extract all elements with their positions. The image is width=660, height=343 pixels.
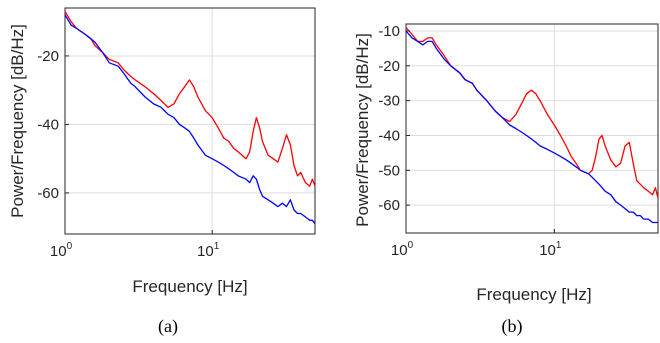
x-tick-exponent: 1 [214, 241, 220, 252]
red-series-line [64, 11, 316, 187]
panel-b: -10 -20 -30 -40 -50 -60 100 101 Frequency [Hz]… [353, 23, 659, 337]
caption-b: (b) [502, 316, 523, 337]
red-series-line [405, 27, 659, 199]
y-tick-label: -60 [378, 197, 400, 214]
x-tick-exponent: 1 [556, 240, 562, 251]
blue-series-line [64, 14, 316, 225]
x-tick-exponent: 0 [67, 241, 73, 252]
blue-series-line [405, 30, 658, 224]
y-ticks-a: -20 -40 -60 [37, 48, 69, 202]
y-tick-label: -40 [378, 127, 400, 144]
gridlines-a [65, 8, 315, 234]
y-tick-label: -60 [37, 185, 59, 202]
y-axis-label-a: Power/Frequency [dB/Hz] [8, 24, 27, 218]
gridlines-b [406, 24, 658, 233]
x-tick-label: 101 [197, 241, 220, 260]
x-tick-label: 100 [391, 240, 414, 259]
y-ticks-b: -10 -20 -30 -40 -50 -60 [378, 23, 410, 214]
y-tick-label: -50 [378, 162, 400, 179]
panel-a: -20 -40 -60 100 101 Frequency [Hz] Power/Fr… [8, 7, 316, 337]
x-tick-label: 100 [50, 241, 73, 260]
y-tick-label: -40 [37, 116, 59, 133]
x-tick-exponent: 0 [408, 240, 414, 251]
series-lines-a [64, 11, 316, 225]
y-tick-label: -20 [37, 48, 59, 65]
y-tick-label: -20 [378, 58, 400, 75]
plot-frame-b [405, 23, 659, 234]
y-tick-label: -30 [378, 93, 400, 110]
x-axis-label-a: Frequency [Hz] [132, 277, 247, 296]
x-tick-label: 101 [539, 240, 562, 259]
y-tick-label: -10 [378, 23, 400, 40]
y-axis-label-b: Power/Frequency [dB/Hz] [353, 33, 372, 227]
series-lines-b [405, 27, 659, 224]
plot-frame-a [64, 7, 316, 235]
caption-a: (a) [158, 316, 178, 337]
x-axis-label-b: Frequency [Hz] [476, 285, 591, 304]
